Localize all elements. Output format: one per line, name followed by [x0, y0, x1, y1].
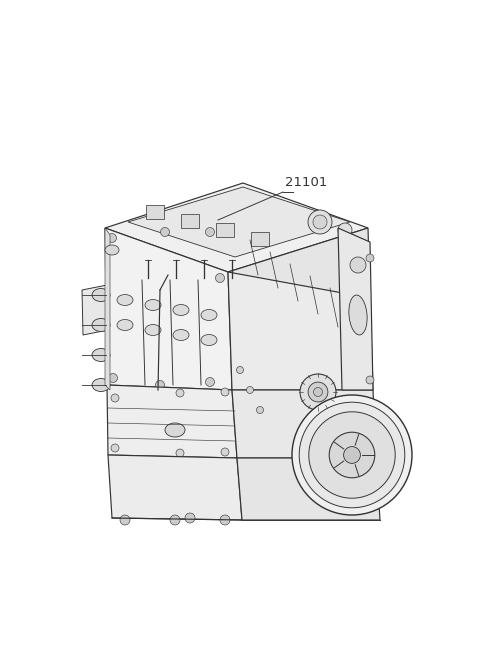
Circle shape — [108, 373, 118, 383]
Circle shape — [350, 257, 366, 273]
Circle shape — [299, 402, 405, 508]
Polygon shape — [237, 458, 380, 520]
Circle shape — [313, 215, 327, 229]
Circle shape — [176, 449, 184, 457]
Circle shape — [221, 448, 229, 456]
Ellipse shape — [92, 288, 110, 301]
Polygon shape — [228, 272, 373, 390]
Ellipse shape — [145, 324, 161, 335]
Circle shape — [216, 274, 225, 282]
Circle shape — [170, 515, 180, 525]
Ellipse shape — [173, 305, 189, 316]
Ellipse shape — [92, 379, 110, 392]
Circle shape — [120, 515, 130, 525]
Text: 21101: 21101 — [285, 176, 327, 189]
Ellipse shape — [201, 335, 217, 345]
Ellipse shape — [117, 295, 133, 305]
Polygon shape — [105, 183, 368, 272]
Circle shape — [329, 432, 375, 477]
Polygon shape — [105, 228, 232, 390]
Ellipse shape — [201, 310, 217, 320]
Circle shape — [237, 367, 243, 373]
Polygon shape — [146, 205, 164, 219]
Polygon shape — [105, 228, 110, 390]
Circle shape — [309, 412, 395, 498]
Polygon shape — [251, 232, 269, 246]
Circle shape — [176, 389, 184, 397]
Circle shape — [300, 374, 336, 410]
Circle shape — [160, 227, 169, 236]
Polygon shape — [181, 214, 199, 228]
Circle shape — [247, 386, 253, 394]
Polygon shape — [232, 390, 376, 458]
Circle shape — [366, 254, 374, 262]
Circle shape — [308, 382, 328, 402]
Circle shape — [256, 407, 264, 413]
Polygon shape — [82, 285, 108, 335]
Circle shape — [338, 223, 352, 237]
Ellipse shape — [145, 299, 161, 310]
Circle shape — [185, 513, 195, 523]
Circle shape — [220, 515, 230, 525]
Ellipse shape — [92, 348, 110, 362]
Polygon shape — [128, 187, 350, 257]
Circle shape — [111, 394, 119, 402]
Circle shape — [308, 210, 332, 234]
Ellipse shape — [105, 245, 119, 255]
Circle shape — [111, 444, 119, 452]
Polygon shape — [216, 223, 234, 237]
Circle shape — [366, 376, 374, 384]
Ellipse shape — [349, 295, 367, 335]
Ellipse shape — [117, 320, 133, 331]
Polygon shape — [108, 455, 242, 520]
Ellipse shape — [165, 423, 185, 437]
Circle shape — [205, 377, 215, 386]
Circle shape — [221, 388, 229, 396]
Circle shape — [344, 447, 360, 463]
Circle shape — [156, 381, 165, 390]
Circle shape — [313, 388, 323, 396]
Polygon shape — [228, 228, 370, 342]
Polygon shape — [107, 385, 237, 458]
Circle shape — [205, 227, 215, 236]
Polygon shape — [338, 228, 373, 390]
Circle shape — [108, 233, 117, 242]
Circle shape — [292, 395, 412, 515]
Ellipse shape — [92, 318, 110, 331]
Ellipse shape — [173, 329, 189, 341]
